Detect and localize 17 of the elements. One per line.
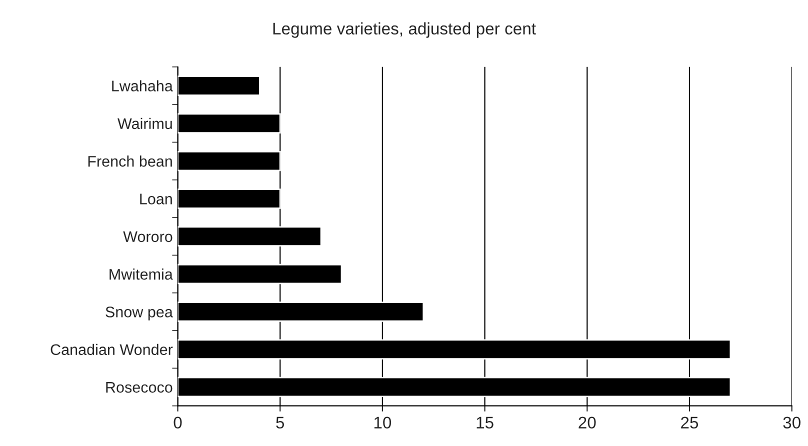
chart-title: Legume varieties, adjusted per cent [273, 22, 536, 38]
y-tick-label: Loan [140, 194, 172, 204]
x-tick-label: 30 [783, 416, 800, 429]
x-tick-label: 0 [174, 416, 182, 429]
x-tick-label: 5 [276, 416, 284, 429]
y-tick-label: Snow pea [106, 306, 173, 320]
x-tick-label: 15 [476, 416, 494, 429]
x-tick-label: 25 [681, 416, 698, 429]
y-tick-label: Canadian Wonder [50, 344, 173, 356]
y-tick-label: Wairimu [118, 118, 172, 130]
y-tick-label: Lwahaha [112, 80, 173, 92]
y-tick-label: Mwitemia [110, 268, 173, 280]
x-tick-label: 10 [374, 416, 392, 429]
y-tick-label: Rosecoco [106, 382, 172, 393]
x-tick-label: 20 [578, 416, 596, 429]
y-tick-label: Wororo [123, 231, 172, 242]
y-tick-label: French bean [88, 156, 172, 167]
